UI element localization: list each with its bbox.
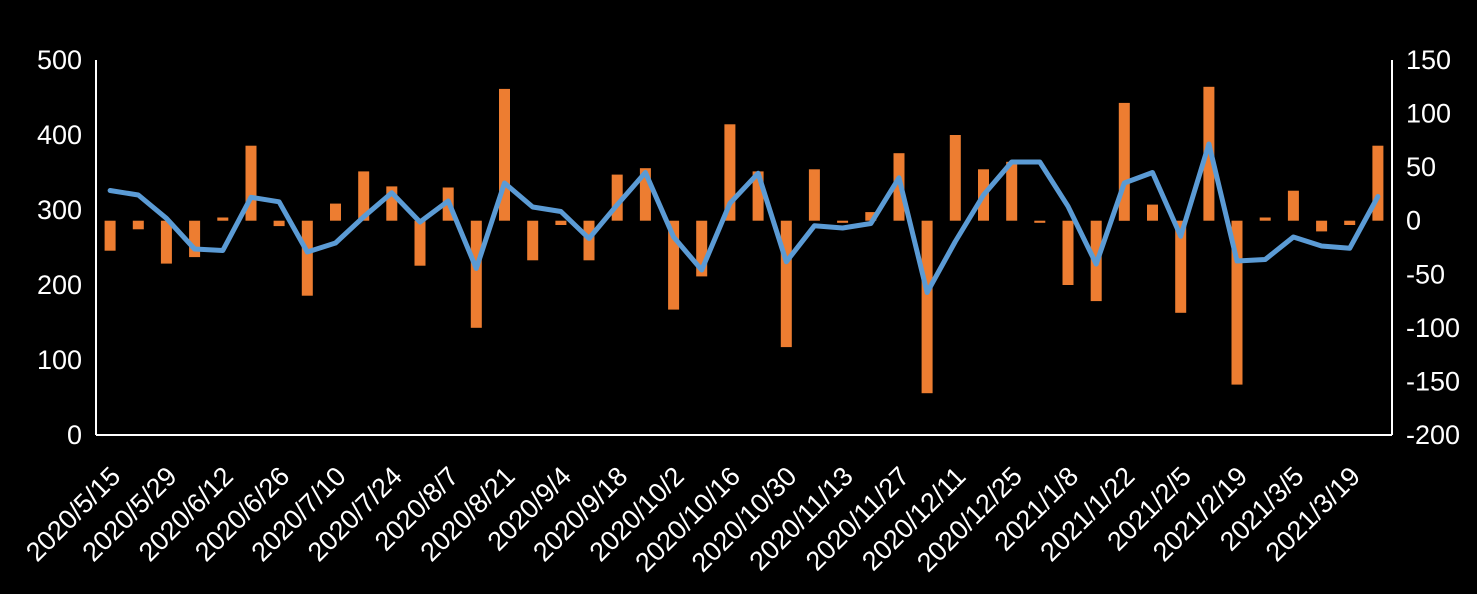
bar-2020/7/17 xyxy=(358,171,370,221)
bar-2020/6/19 xyxy=(245,145,257,221)
right-axis-tick-label: 0 xyxy=(1406,206,1421,236)
bar-2020/11/13 xyxy=(837,220,849,223)
bar-2020/6/26 xyxy=(273,220,285,227)
right-axis-tick-label: 100 xyxy=(1406,99,1451,129)
bar-2020/9/4 xyxy=(555,220,567,225)
left-axis-tick-label: 300 xyxy=(37,195,82,225)
bar-2021/2/5 xyxy=(1175,220,1187,313)
bar-2020/11/20 xyxy=(865,212,877,221)
right-axis-tick-label: 150 xyxy=(1406,45,1451,75)
bar-2020/6/5 xyxy=(189,220,201,258)
bar-2020/7/3 xyxy=(301,220,313,296)
bar-2021/1/22 xyxy=(1118,102,1130,221)
left-axis-tick-label: 400 xyxy=(37,120,82,150)
bar-2020/10/9 xyxy=(696,220,708,277)
bar-2021/2/26 xyxy=(1259,217,1271,221)
bar-2020/5/29 xyxy=(160,220,172,264)
bar-2021/3/12 xyxy=(1316,220,1328,232)
bar-2020/9/18 xyxy=(611,174,623,221)
bar-2020/8/14 xyxy=(470,220,482,328)
bar-2020/9/25 xyxy=(639,168,651,221)
left-axis-tick-label: 100 xyxy=(37,345,82,375)
bar-2020/10/16 xyxy=(724,124,736,221)
bar-series xyxy=(104,86,1384,394)
bar-2021/1/1 xyxy=(1034,220,1046,223)
left-axis-tick-label: 0 xyxy=(67,420,82,450)
right-axis-tick-label: -100 xyxy=(1406,313,1460,343)
bar-2020/10/23 xyxy=(752,171,764,221)
bar-2020/7/24 xyxy=(386,186,398,221)
bar-2021/3/5 xyxy=(1287,190,1299,221)
bar-2020/12/4 xyxy=(921,220,933,394)
bar-2020/12/25 xyxy=(1006,161,1018,221)
bar-2020/10/2 xyxy=(668,220,680,310)
bar-2020/7/10 xyxy=(330,203,341,221)
left-axis-tick-label: 500 xyxy=(37,45,82,75)
bar-2021/1/29 xyxy=(1147,204,1158,221)
bar-2021/1/8 xyxy=(1062,220,1074,285)
bar-2020/5/15 xyxy=(104,220,116,251)
bar-2021/3/19 xyxy=(1344,220,1356,225)
bar-2020/5/22 xyxy=(132,220,144,230)
right-axis-tick-label: 50 xyxy=(1406,152,1436,182)
bar-2020/7/31 xyxy=(414,220,426,266)
right-axis-tick-label: -150 xyxy=(1406,366,1460,396)
line-series xyxy=(107,141,1381,295)
bar-2020/12/11 xyxy=(949,135,961,221)
bar-2020/6/12 xyxy=(217,217,229,221)
bar-2021/2/19 xyxy=(1231,220,1243,385)
bar-2020/8/21 xyxy=(499,88,510,221)
bar-2021/3/26 xyxy=(1372,145,1384,221)
bar-2020/10/30 xyxy=(780,220,792,348)
right-axis-tick-label: -50 xyxy=(1406,259,1445,289)
bar-2020/11/6 xyxy=(808,169,820,221)
right-axis-tick-label: -200 xyxy=(1406,420,1460,450)
left-axis-tick-label: 200 xyxy=(37,270,82,300)
bar-2020/8/28 xyxy=(527,220,539,261)
